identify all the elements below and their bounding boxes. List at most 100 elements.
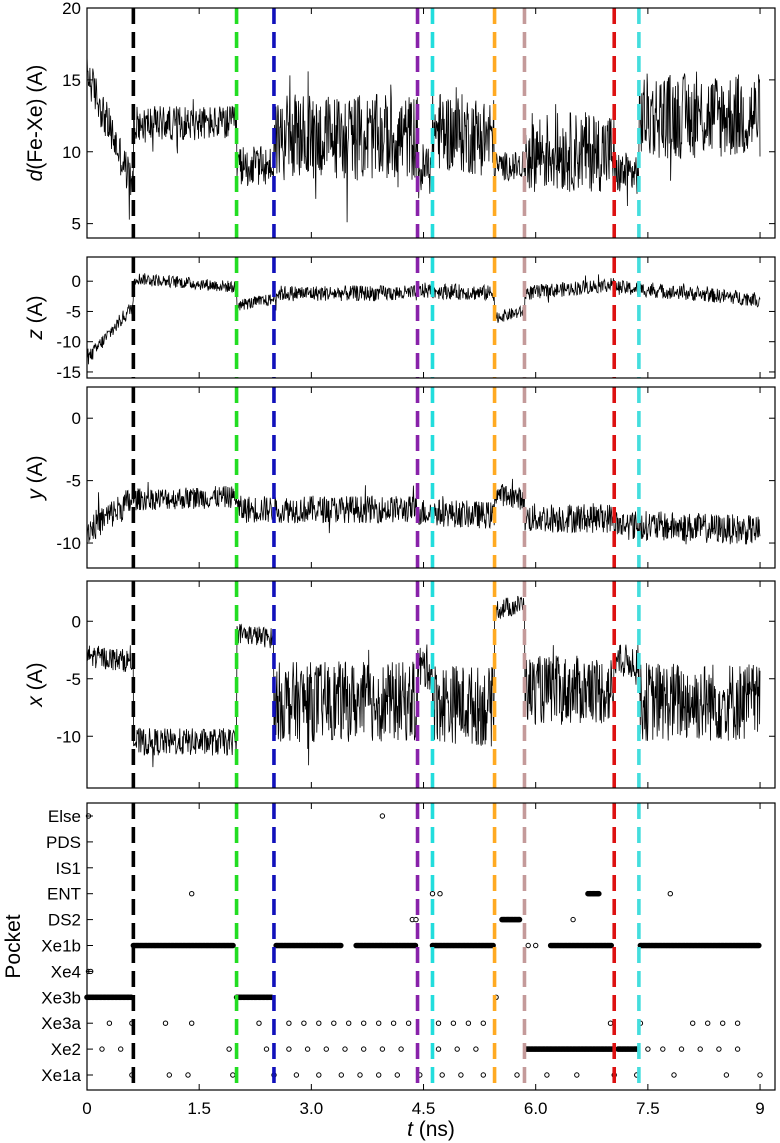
occupancy-dot	[608, 942, 614, 949]
visit-dot-73	[514, 1072, 520, 1078]
visit-dot-4	[437, 891, 443, 897]
x-ylabel-var: x	[24, 695, 47, 708]
visit-dot-36	[720, 1020, 726, 1026]
visit-dot-24	[361, 1020, 367, 1026]
visit-dot-55	[697, 1046, 703, 1052]
x-ylabel: x (A)	[24, 662, 47, 707]
z-ytick-label-0: -15	[56, 363, 81, 382]
z-ylabel-unit: (A)	[24, 295, 47, 329]
visit-dot-79	[723, 1072, 730, 1078]
panel-d: 5 10 15 20 d(Fe-Xe) (A)	[24, 0, 776, 239]
occupancy-run-5	[429, 942, 496, 949]
trace-d	[86, 54, 761, 223]
visit-dot-2	[189, 891, 195, 897]
visit-dot-35	[705, 1020, 711, 1026]
visit-dot-53	[660, 1046, 666, 1052]
visit-dot-48	[398, 1046, 404, 1052]
y-ytick-label-1: -5	[66, 472, 81, 491]
y-ylabel-var: y	[24, 488, 47, 502]
d-ylabel: d(Fe-Xe) (A)	[24, 65, 47, 182]
visit-dot-46	[361, 1046, 367, 1052]
visit-dot-18	[256, 1020, 262, 1026]
x-axis-label: t (ns)	[407, 1118, 455, 1141]
visit-dot-29	[450, 1020, 457, 1026]
z-ytick-label-3: 0	[72, 272, 81, 291]
panel-y: -10 -5 0 y (A)	[24, 386, 776, 569]
visit-dot-41	[263, 1046, 270, 1052]
panel-z: -15 -10 -5 0 z (A)	[24, 256, 776, 382]
occupancy-run-6	[499, 916, 523, 923]
pocket-category-label-10: Xe1a	[41, 1066, 81, 1085]
visit-dot-7	[413, 916, 419, 923]
x-ytick-label-2: 0	[72, 612, 81, 631]
pocket-category-label-0: Else	[48, 807, 81, 826]
visit-dot-19	[286, 1020, 292, 1026]
visit-dot-71	[458, 1072, 464, 1078]
visit-dot-49	[435, 1046, 442, 1052]
visit-dot-27	[405, 1020, 412, 1026]
visit-dot-45	[342, 1046, 348, 1052]
occupancy-dot	[337, 942, 344, 949]
d-ylabel-unit: (Fe-Xe) (A)	[24, 65, 47, 170]
d-frame	[86, 7, 776, 239]
z-ytick-label-1: -10	[56, 333, 81, 352]
visit-dot-44	[323, 1046, 329, 1052]
visit-dot-75	[574, 1072, 580, 1078]
trace-y	[86, 478, 761, 545]
visit-dot-20	[301, 1020, 307, 1026]
d-ytick-label-1: 10	[62, 143, 81, 162]
occupancy-run-10	[547, 942, 614, 949]
visit-dot-26	[390, 1020, 397, 1026]
pocket-category-label-6: Xe4	[51, 962, 81, 981]
visit-dot-43	[304, 1046, 311, 1052]
visit-dot-42	[286, 1046, 292, 1052]
visit-dot-51	[473, 1046, 479, 1052]
visit-dot-34	[690, 1020, 696, 1026]
visit-dot-30	[465, 1020, 472, 1026]
pocket-ylabel: Pocket	[2, 914, 25, 978]
z-ytick-label-2: -5	[66, 302, 81, 321]
x-ytick-label-0: -10	[56, 727, 81, 746]
d-ytick-label-2: 15	[62, 71, 81, 90]
visit-dot-74	[544, 1072, 550, 1078]
x-axis-label-var: t	[407, 1118, 414, 1141]
pocket-category-label-2: IS1	[55, 859, 81, 878]
visit-dot-38	[99, 1046, 105, 1052]
x-ytick-label-1: -5	[66, 670, 81, 689]
visit-dot-17	[189, 1020, 195, 1026]
x-frame	[86, 580, 776, 789]
visit-dot-14	[106, 1020, 113, 1026]
visit-dot-13	[533, 942, 539, 949]
z-ylabel: z (A)	[24, 295, 47, 340]
x-tick-label-3: 4.5	[412, 1099, 436, 1118]
x-tick-label-6: 9	[755, 1099, 764, 1118]
pocket-panel: Else PDS IS1 ENT DS2 Xe1b Xe4 Xe3b Xe3a Xe2 Xe1a Po…	[2, 802, 776, 1091]
visit-dot-25	[376, 1020, 382, 1026]
visit-dot-3	[429, 891, 436, 897]
visit-dot-65	[338, 1072, 344, 1078]
occupancy-run-11	[585, 890, 602, 897]
visit-dot-66	[357, 1072, 363, 1078]
occupancy-run-9	[637, 942, 762, 949]
visit-dot-16	[162, 1020, 169, 1026]
occupancy-dot	[755, 942, 762, 949]
pocket-category-label-7: Xe3b	[41, 988, 81, 1007]
occupancy-run-7	[523, 1046, 615, 1052]
occupancy-run-2	[233, 994, 275, 1001]
z-frame	[86, 256, 776, 379]
occupancy-run-3	[273, 942, 344, 949]
x-tick-label-4: 6.0	[524, 1099, 548, 1118]
occupancy-dot	[516, 916, 523, 923]
visit-dot-72	[480, 1072, 486, 1078]
pocket-category-label-9: Xe2	[51, 1040, 81, 1059]
x-tick-label-0: 0	[82, 1099, 91, 1118]
visit-dot-1	[379, 813, 386, 819]
occupancy-run-8	[615, 1046, 640, 1052]
visit-dot-54	[678, 1046, 685, 1052]
visit-dot-21	[316, 1020, 322, 1026]
visit-dot-28	[435, 1020, 442, 1026]
y-ytick-label-0: -10	[56, 534, 81, 553]
visit-dot-57	[734, 1046, 741, 1052]
trace-x	[86, 595, 761, 768]
